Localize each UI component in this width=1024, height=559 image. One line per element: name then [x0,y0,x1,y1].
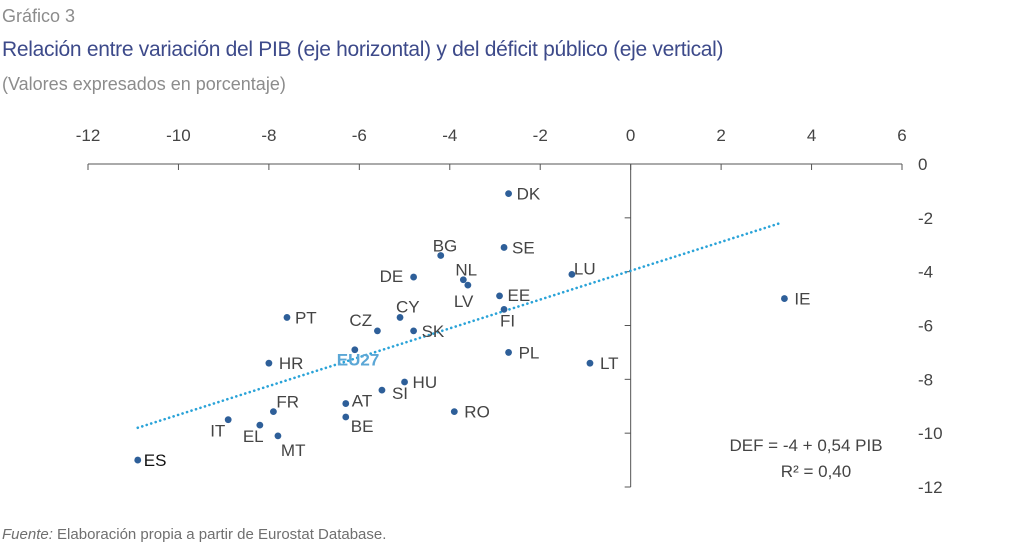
data-label: HU [413,373,438,392]
data-label: CZ [349,311,372,330]
data-point [500,244,508,251]
data-label: SK [422,322,445,341]
y-tick-label: -6 [918,317,933,336]
data-points: DK SE BG NL LV DE LU EE FI IE PT CY CZ SK EU27 PL LT HR HU… [134,185,810,470]
data-point [351,346,359,354]
data-point [224,416,232,424]
chart-subtitle: (Valores expresados en porcentaje) [2,74,286,94]
y-tick-label: -2 [918,209,933,228]
data-label: DK [517,185,541,204]
source-label: Fuente: [2,526,53,543]
data-point [464,281,472,289]
x-tick-label: 6 [897,126,906,145]
data-label: EL [243,427,264,446]
x-tick-label: -8 [261,126,276,145]
y-tick-label: -12 [918,478,943,497]
data-label: IT [210,422,225,441]
data-point [496,292,503,300]
trend-line-group [136,221,782,430]
data-point [410,327,417,335]
data-point [265,359,273,367]
data-point [378,386,386,394]
y-tick-label: -8 [918,370,933,389]
chart-axes: -12 -10 -8 -6 -4 -2 0 2 4 60-2-4-6-8-10-12 [76,126,943,497]
data-label: EE [508,286,531,305]
data-label: EU27 [337,351,380,370]
data-label: CY [396,297,420,316]
data-point [781,295,788,302]
data-point [401,378,408,386]
data-point [256,421,264,429]
source-note: Fuente: Elaboración propia a partir de E… [2,526,386,543]
data-label: LT [600,354,619,373]
y-tick-label: -10 [918,424,943,443]
data-label: SI [392,384,408,403]
trend-line [136,221,782,430]
data-label: ES [144,451,167,470]
data-label: PL [519,343,540,362]
data-point [274,432,282,440]
x-tick-label: -12 [76,126,101,145]
y-tick-label: 0 [918,155,927,174]
data-point [500,305,508,313]
chart-kicker: Gráfico 3 [2,6,76,26]
data-point [283,314,291,321]
regression-equation: DEF = -4 + 0,54 PIB [729,436,882,455]
data-label: AT [352,392,372,411]
data-label: LU [574,259,596,278]
chart-title: Relación entre variación del PIB (eje ho… [2,38,724,61]
data-point [568,270,576,278]
data-label: SE [512,238,535,257]
data-label: DE [380,267,404,286]
data-point [342,400,350,407]
data-label: FR [276,393,299,412]
data-label: NL [455,261,477,280]
data-point [505,349,512,356]
data-point [134,456,142,464]
data-label: PT [295,308,317,327]
x-tick-label: 2 [716,126,725,145]
data-point [459,276,467,284]
data-label: FI [500,311,515,330]
source-text: Elaboración propia a partir de Eurostat … [52,526,387,543]
data-label: HR [279,354,304,373]
data-point [270,408,277,416]
data-point [586,359,594,367]
data-point [450,408,458,416]
data-point [396,314,404,321]
y-tick-label: -4 [918,263,933,282]
data-point [342,413,350,421]
data-point [437,252,445,259]
x-tick-label: -2 [533,126,548,145]
data-label: BE [351,417,374,436]
x-tick-label: -10 [166,126,191,145]
x-tick-label: -4 [442,126,457,145]
data-point [505,190,512,198]
data-point [374,327,381,335]
data-label: BG [433,237,458,256]
regression-annotation: DEF = -4 + 0,54 PIB R² = 0,40 [729,436,882,481]
data-label: IE [794,290,810,309]
data-label: RO [464,403,490,422]
r-squared: R² = 0,40 [781,462,851,481]
x-tick-label: -6 [352,126,367,145]
x-tick-label: 4 [807,126,816,145]
x-tick-label: 0 [626,126,635,145]
data-label: MT [281,441,306,460]
data-point [410,273,417,281]
data-label: LV [454,292,474,311]
